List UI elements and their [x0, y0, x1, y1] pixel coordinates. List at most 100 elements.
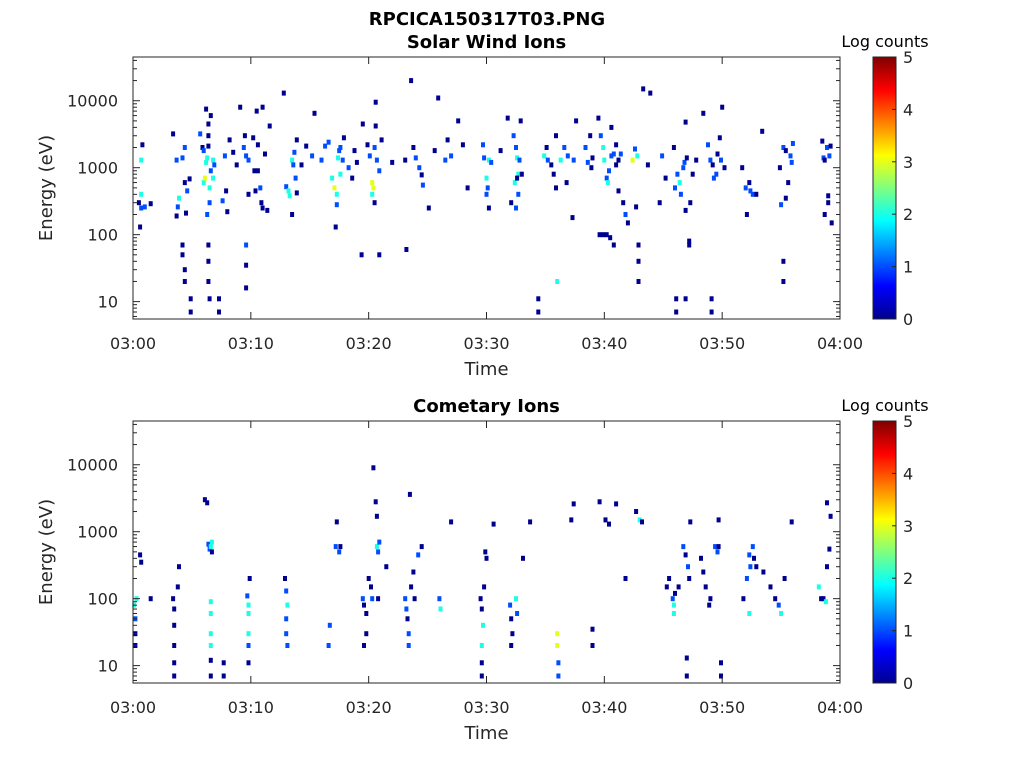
data-cell — [364, 611, 369, 616]
data-cell — [781, 145, 786, 150]
data-cell — [660, 153, 665, 159]
data-cell — [583, 145, 588, 150]
data-cell — [634, 204, 639, 210]
data-cell — [484, 175, 489, 181]
data-cell — [255, 168, 260, 174]
x-tick-label: 03:20 — [346, 698, 392, 717]
data-cell — [290, 157, 295, 163]
data-cell — [244, 285, 249, 291]
data-cell — [590, 626, 595, 632]
data-cell — [246, 631, 251, 637]
data-cell — [139, 157, 144, 163]
y-tick-label: 10000 — [67, 456, 118, 475]
data-cell — [333, 224, 338, 230]
data-cell — [221, 673, 226, 679]
data-cell — [515, 155, 520, 161]
data-cell — [605, 180, 610, 186]
colorbar-tick-label: 2 — [903, 569, 913, 588]
data-cell — [417, 165, 422, 171]
x-tick-label: 03:30 — [463, 334, 509, 353]
data-cell — [748, 564, 753, 570]
data-cell — [630, 157, 635, 163]
data-cell — [376, 549, 381, 555]
data-cell — [254, 108, 259, 114]
data-cell — [688, 519, 693, 525]
data-cell — [822, 157, 827, 163]
data-cell — [740, 165, 745, 171]
data-cell — [238, 104, 243, 110]
data-cell — [465, 185, 470, 191]
data-cell — [211, 175, 216, 181]
data-cell — [768, 584, 773, 590]
data-cell — [211, 157, 216, 163]
data-cell — [246, 660, 251, 666]
data-cell — [708, 157, 713, 163]
data-cell — [634, 509, 639, 514]
data-cell — [251, 135, 256, 141]
data-cell — [536, 296, 541, 302]
data-cell — [148, 201, 153, 207]
data-cell — [304, 143, 309, 149]
data-cell — [597, 499, 602, 505]
x-tick-label: 03:50 — [699, 334, 745, 353]
data-cell — [681, 165, 686, 171]
data-cell — [138, 552, 143, 558]
colorbar-tick-label: 1 — [903, 622, 913, 641]
data-cell — [374, 157, 379, 163]
data-cell — [602, 157, 607, 163]
data-cell — [182, 267, 187, 273]
data-cell — [747, 611, 752, 616]
data-cell — [827, 153, 832, 159]
data-cell — [760, 128, 765, 134]
data-cell — [201, 148, 206, 154]
y-axis-label: Energy (eV) — [36, 135, 57, 241]
data-cell — [510, 631, 515, 637]
data-cell — [485, 185, 490, 191]
data-cell — [589, 165, 594, 171]
data-cell — [783, 148, 788, 154]
data-cell — [482, 584, 487, 590]
data-cell — [699, 555, 703, 561]
x-tick-label: 03:40 — [581, 334, 627, 353]
data-cell — [683, 207, 688, 213]
data-cell — [419, 544, 424, 550]
data-cell — [346, 165, 351, 171]
data-cell — [172, 643, 177, 648]
data-cell — [825, 564, 829, 570]
data-cell — [420, 182, 425, 188]
data-cell — [327, 622, 332, 628]
data-cell — [694, 157, 699, 163]
data-cell — [484, 191, 489, 197]
x-tick-label: 03:10 — [228, 698, 274, 717]
panel-title: Cometary Ions — [413, 396, 560, 417]
data-cell — [604, 232, 609, 238]
data-cell — [829, 220, 834, 226]
data-cell — [671, 602, 676, 608]
data-cell — [246, 611, 251, 616]
x-tick-label: 03:40 — [581, 698, 627, 717]
figure-title: RPCICA150317T03.PNG — [369, 9, 605, 30]
data-cell — [406, 643, 411, 648]
data-cell — [821, 596, 826, 602]
panel-solar-wind-ions: Solar Wind Ions 03:00 03:10 03:20 03:30 03:40… — [36, 32, 929, 380]
data-cell — [172, 673, 177, 679]
data-cell — [590, 643, 595, 648]
data-cell — [571, 501, 576, 507]
data-cell — [207, 200, 212, 206]
data-cell — [369, 584, 373, 590]
data-cell — [570, 215, 575, 221]
data-cell — [206, 242, 211, 248]
data-cell — [682, 159, 687, 165]
data-cell — [138, 224, 143, 230]
data-cell — [609, 153, 614, 159]
data-cell — [564, 180, 569, 186]
data-cell — [246, 602, 251, 608]
data-cell — [514, 596, 518, 602]
data-cell — [562, 145, 567, 150]
data-cell — [825, 145, 829, 150]
x-tick-label: 03:00 — [110, 698, 156, 717]
data-cell — [208, 643, 213, 648]
data-cell — [373, 499, 378, 505]
colorbar-tick-label: 0 — [903, 310, 913, 329]
